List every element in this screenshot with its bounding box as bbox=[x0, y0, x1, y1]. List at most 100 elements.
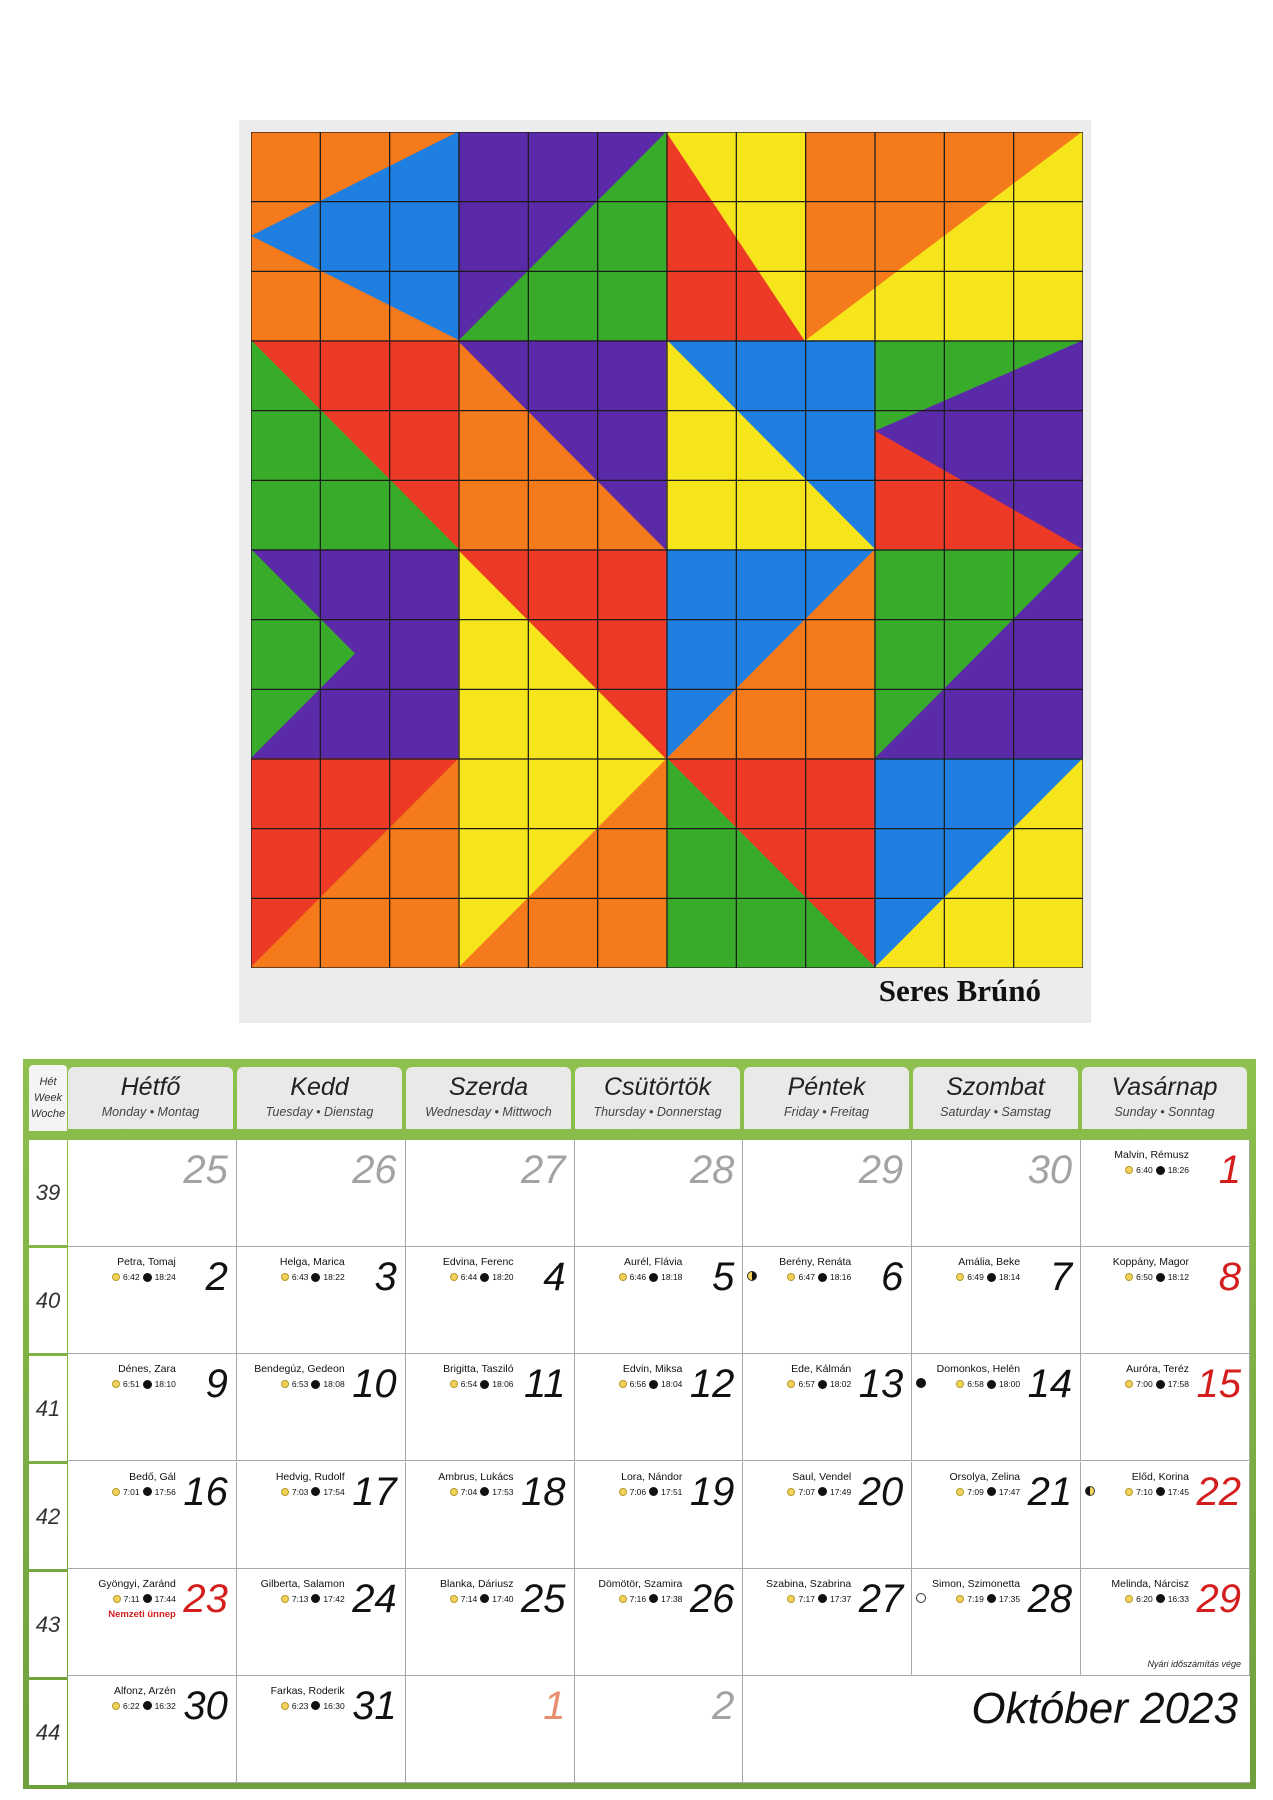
sunset-time: 18:26 bbox=[1167, 1165, 1189, 1175]
sunrise-icon bbox=[1125, 1487, 1134, 1496]
day-number: 2 bbox=[205, 1255, 228, 1300]
day-cell[interactable]: 5 Aurél, Flávia 6:46 18:18 bbox=[574, 1247, 744, 1355]
sunset-icon bbox=[1155, 1165, 1165, 1175]
day-cell[interactable]: 26 Dömötör, Szamira 7:16 17:38 bbox=[574, 1568, 744, 1676]
sun-times: 6:49 18:14 bbox=[956, 1272, 1020, 1282]
day-number: 24 bbox=[352, 1576, 397, 1621]
day-cell[interactable]: 28 Simon, Szimonetta 7:19 17:35 bbox=[912, 1568, 1082, 1676]
sunset-time: 18:06 bbox=[492, 1379, 514, 1390]
sunrise-icon bbox=[956, 1380, 965, 1389]
sunset-icon bbox=[986, 1487, 996, 1496]
day-cell[interactable]: 15 Auróra, Teréz 7:00 17:58 bbox=[1081, 1354, 1250, 1462]
sunset-time: 18:24 bbox=[154, 1272, 176, 1283]
day-cell[interactable]: 4 Edvina, Ferenc 6:44 18:20 bbox=[405, 1247, 575, 1355]
sunrise-time: 6:20 bbox=[1136, 1593, 1153, 1604]
day-cell[interactable]: 21 Orsolya, Zelina 7:09 17:47 bbox=[912, 1461, 1082, 1569]
sunset-icon bbox=[817, 1487, 827, 1496]
day-cell[interactable]: 27 bbox=[405, 1140, 575, 1248]
sunset-icon bbox=[142, 1594, 152, 1604]
day-cell[interactable]: 10 Bendegúz, Gedeon 6:53 18:08 bbox=[236, 1354, 406, 1462]
sunset-icon bbox=[986, 1594, 996, 1604]
name-days: Dénes, Zara bbox=[118, 1363, 176, 1376]
week-header: Hét Week Woche bbox=[29, 1065, 67, 1131]
day-cell[interactable]: 23 Gyöngyi, Zaránd 7:11 17:44 Nemzeti ünnep bbox=[68, 1568, 237, 1676]
day-number: 3 bbox=[374, 1255, 397, 1300]
day-cell[interactable]: 29 bbox=[743, 1140, 913, 1248]
day-cell[interactable]: 8 Koppány, Magor 6:50 18:12 bbox=[1081, 1247, 1250, 1355]
day-cell[interactable]: 18 Ambrus, Lukács 7:04 17:53 bbox=[405, 1461, 575, 1569]
day-cell[interactable]: 22 Előd, Korina 7:10 17:45 bbox=[1081, 1461, 1250, 1569]
sunrise-time: 7:13 bbox=[291, 1593, 309, 1604]
sunrise-time: 6:42 bbox=[123, 1272, 140, 1283]
holiday-label: Nemzeti ünnep bbox=[108, 1608, 176, 1620]
day-cell[interactable]: 27 Szabina, Szabrina 7:17 17:37 bbox=[743, 1568, 913, 1676]
week-number: 44 bbox=[29, 1680, 67, 1785]
sun-times: 6:57 18:02 bbox=[787, 1379, 851, 1389]
week-header-de: Woche bbox=[30, 1108, 66, 1120]
day-cell[interactable]: 3 Helga, Marica 6:43 18:22 bbox=[236, 1247, 406, 1355]
sunset-time: 18:00 bbox=[998, 1379, 1021, 1390]
sun-times: 6:54 18:06 bbox=[449, 1379, 514, 1390]
sunrise-icon bbox=[112, 1594, 121, 1603]
day-cell[interactable]: 7 Amália, Beke 6:49 18:14 bbox=[912, 1247, 1082, 1355]
sun-times: 6:50 18:12 bbox=[1125, 1272, 1189, 1282]
name-days: Előd, Korina bbox=[1131, 1470, 1189, 1483]
sunrise-time: 6:44 bbox=[460, 1272, 478, 1283]
sunrise-time: 6:56 bbox=[629, 1379, 647, 1390]
name-days: Alfonz, Arzén bbox=[113, 1684, 176, 1697]
day-cell[interactable]: 29 Melinda, Nárcisz 6:20 16:33 Nyári időszám… bbox=[1081, 1568, 1250, 1676]
day-cell[interactable]: 30 bbox=[912, 1140, 1082, 1248]
sunrise-time: 6:47 bbox=[798, 1272, 815, 1283]
sunset-icon bbox=[311, 1701, 321, 1711]
calendar-grid: 25 26 27 28 29 30 1 Malvin, Rémusz 6:40 18:26 2 Pet… bbox=[68, 1140, 1250, 1783]
sunset-icon bbox=[311, 1272, 321, 1282]
day-cell[interactable]: 16 Bedő, Gál 7:01 17:56 bbox=[68, 1461, 237, 1569]
day-cell[interactable]: 17 Hedvig, Rudolf 7:03 17:54 bbox=[236, 1461, 406, 1569]
last-quarter-moon-icon bbox=[747, 1271, 758, 1282]
sunrise-icon bbox=[112, 1487, 121, 1496]
calendar-header: Hét Week Woche Hétfő Monday • Montag Ked… bbox=[23, 1059, 1256, 1135]
name-days: Hedvig, Rudolf bbox=[275, 1470, 345, 1483]
day-cell[interactable]: 24 Gilberta, Salamon 7:13 17:42 bbox=[236, 1568, 406, 1676]
day-number: 18 bbox=[521, 1469, 566, 1514]
day-cell[interactable]: 25 Blanka, Dáriusz 7:14 17:40 bbox=[405, 1568, 575, 1676]
day-number: 6 bbox=[881, 1255, 904, 1300]
artist-name: Seres Brúnó bbox=[878, 973, 1041, 1008]
day-cell[interactable]: 30 Alfonz, Arzén 6:22 16:32 bbox=[68, 1675, 237, 1783]
day-cell[interactable]: 1 bbox=[405, 1675, 575, 1783]
sun-times: 6:43 18:22 bbox=[280, 1272, 345, 1282]
sunrise-icon bbox=[280, 1380, 289, 1389]
crayon-triangle-yellow bbox=[874, 758, 1083, 968]
day-cell[interactable]: 31 Farkas, Roderik 6:23 16:30 bbox=[236, 1675, 406, 1783]
sunset-time: 17:38 bbox=[661, 1593, 683, 1604]
sunrise-time: 7:16 bbox=[629, 1593, 647, 1604]
sunrise-time: 7:06 bbox=[629, 1486, 647, 1497]
sunset-icon bbox=[142, 1701, 152, 1711]
day-cell[interactable]: 26 bbox=[236, 1140, 406, 1248]
sunrise-icon bbox=[1125, 1166, 1134, 1174]
day-cell[interactable]: 28 bbox=[574, 1140, 744, 1248]
day-cell[interactable]: 1 Malvin, Rémusz 6:40 18:26 bbox=[1081, 1140, 1250, 1248]
day-cell[interactable]: 13 Ede, Kálmán 6:57 18:02 bbox=[743, 1354, 913, 1462]
sunset-icon bbox=[480, 1272, 490, 1282]
artwork: Seres Brúnó bbox=[239, 120, 1091, 1023]
day-cell[interactable]: 11 Brigitta, Tasziló 6:54 18:06 bbox=[405, 1354, 575, 1462]
day-cell[interactable]: 2 Petra, Tomaj 6:42 18:24 bbox=[68, 1247, 237, 1355]
day-cell[interactable]: 6 Berény, Renáta 6:47 18:16 bbox=[743, 1247, 913, 1355]
sunrise-time: 6:53 bbox=[291, 1379, 309, 1390]
sun-times: 7:03 17:54 bbox=[280, 1487, 345, 1497]
sunrise-time: 6:46 bbox=[629, 1272, 647, 1283]
day-cell[interactable]: 9 Dénes, Zara 6:51 18:10 bbox=[68, 1354, 237, 1462]
day-cell[interactable]: 2 bbox=[574, 1675, 744, 1783]
day-cell[interactable]: 12 Edvin, Miksa 6:56 18:04 bbox=[574, 1354, 744, 1462]
day-cell[interactable]: 14 Domonkos, Helén 6:58 18:00 bbox=[912, 1354, 1082, 1462]
day-cell[interactable]: 20 Saul, Vendel 7:07 17:49 bbox=[743, 1461, 913, 1569]
name-days: Simon, Szimonetta bbox=[932, 1577, 1021, 1590]
sunrise-time: 6:54 bbox=[460, 1379, 478, 1390]
name-days: Farkas, Roderik bbox=[270, 1684, 345, 1697]
day-cell[interactable]: 19 Lora, Nándor 7:06 17:51 bbox=[574, 1461, 744, 1569]
day-cell[interactable]: 25 bbox=[68, 1140, 237, 1248]
day-header-friday: Péntek Friday • Freitag bbox=[744, 1067, 909, 1129]
day-number: 28 bbox=[1027, 1576, 1073, 1621]
sunset-time: 18:18 bbox=[661, 1272, 683, 1283]
